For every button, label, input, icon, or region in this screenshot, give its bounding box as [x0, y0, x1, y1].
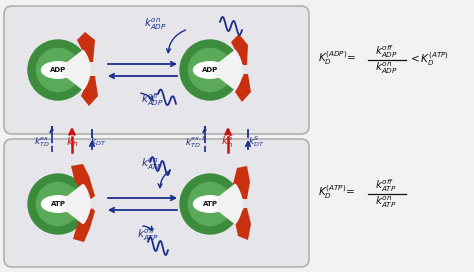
Polygon shape	[71, 164, 95, 199]
Circle shape	[180, 174, 240, 234]
Polygon shape	[73, 208, 95, 242]
Text: $k_{ATP}^{off}$: $k_{ATP}^{off}$	[375, 178, 397, 194]
Polygon shape	[77, 32, 95, 62]
Text: ATP: ATP	[202, 201, 218, 207]
Text: $k_{ADP}^{on}$: $k_{ADP}^{on}$	[144, 16, 166, 32]
Text: ADP: ADP	[202, 67, 218, 73]
Text: $k_{TD}^{ex}$: $k_{TD}^{ex}$	[34, 135, 50, 149]
Ellipse shape	[42, 62, 74, 78]
Circle shape	[28, 174, 88, 234]
Text: $k_{ADP}^{on}$: $k_{ADP}^{on}$	[374, 60, 398, 76]
Text: $k_{ADP}^{off}$: $k_{ADP}^{off}$	[374, 44, 398, 60]
Text: $k_{ATP}^{on}$: $k_{ATP}^{on}$	[141, 156, 163, 172]
Wedge shape	[210, 184, 242, 224]
Text: $k_{ATP}^{off}$: $k_{ATP}^{off}$	[137, 227, 159, 243]
Text: $K_D^{(ADP)}$=: $K_D^{(ADP)}$=	[318, 49, 356, 67]
Circle shape	[188, 48, 232, 92]
Polygon shape	[233, 166, 250, 199]
Circle shape	[36, 48, 80, 92]
Text: $k_{DT}^S$: $k_{DT}^S$	[248, 135, 264, 150]
Circle shape	[36, 183, 80, 225]
Ellipse shape	[42, 196, 74, 212]
Text: $< K_D^{(ATP)}$: $< K_D^{(ATP)}$	[408, 50, 449, 68]
Text: $k_h$: $k_h$	[66, 135, 78, 149]
Circle shape	[180, 40, 240, 100]
Polygon shape	[235, 208, 251, 240]
Text: ADP: ADP	[50, 67, 66, 73]
Circle shape	[28, 40, 88, 100]
Text: $k_{TD}^{ex,S}$: $k_{TD}^{ex,S}$	[185, 134, 207, 150]
Text: $k_{DT}$: $k_{DT}$	[90, 136, 106, 148]
Circle shape	[188, 183, 232, 225]
Text: $k_h^S$: $k_h^S$	[221, 134, 235, 150]
Text: $K_D^{(ATP)}$=: $K_D^{(ATP)}$=	[318, 183, 355, 201]
Text: ATP: ATP	[51, 201, 65, 207]
Ellipse shape	[193, 62, 227, 78]
Text: $k_{ADP}^{off}$: $k_{ADP}^{off}$	[140, 92, 164, 109]
Ellipse shape	[193, 196, 227, 212]
Polygon shape	[235, 74, 251, 102]
Wedge shape	[210, 50, 242, 90]
Polygon shape	[231, 34, 248, 65]
Polygon shape	[81, 76, 98, 106]
Wedge shape	[58, 50, 90, 90]
Wedge shape	[58, 184, 90, 224]
FancyBboxPatch shape	[4, 139, 309, 267]
FancyBboxPatch shape	[4, 6, 309, 134]
Text: $k_{ATP}^{on}$: $k_{ATP}^{on}$	[375, 194, 397, 210]
